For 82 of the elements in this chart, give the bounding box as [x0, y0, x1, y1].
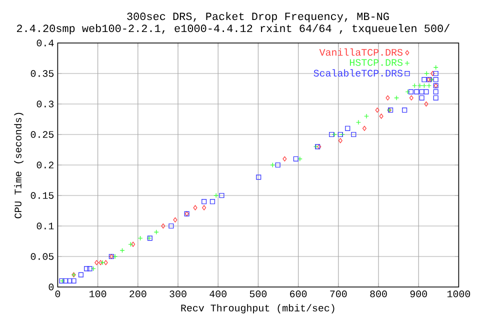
point	[419, 95, 424, 100]
point	[424, 101, 428, 107]
point	[433, 95, 438, 100]
x-tick-label: 0	[55, 290, 60, 298]
point	[379, 114, 384, 119]
point	[375, 108, 380, 113]
point	[275, 162, 280, 168]
x-tick-label: 800	[370, 290, 387, 298]
point	[193, 205, 198, 210]
chart-subtitle: 2.4.20smp web100-2.2.1, e1000-4.4.12 rxint 64/64 , txqueuelen 500/	[16, 24, 450, 34]
point	[329, 132, 334, 138]
point	[430, 70, 435, 76]
point	[293, 156, 298, 162]
point	[422, 77, 427, 82]
point	[433, 70, 438, 76]
point	[214, 192, 219, 198]
x-axis-title: Recv Throughput (mbit/sec)	[181, 304, 334, 314]
y-tick-label: 0.2	[36, 162, 54, 168]
legend-label: VanillaTCP.DRS	[319, 48, 402, 56]
point	[112, 254, 118, 260]
legend-label: ScalableTCP.DRS	[314, 69, 402, 77]
point	[168, 223, 174, 229]
point	[433, 64, 438, 70]
x-tick-label: 1000	[447, 290, 470, 298]
point	[202, 205, 206, 210]
point	[412, 83, 418, 88]
x-tick-label: 400	[210, 290, 226, 298]
x-tick-label: 100	[90, 290, 106, 298]
point	[282, 156, 287, 162]
y-tick-label: 0.15	[30, 192, 54, 199]
point	[414, 89, 420, 94]
point	[104, 260, 108, 266]
y-tick-label: 0.4	[36, 40, 54, 46]
point	[78, 272, 84, 278]
y-tick-label: 0	[48, 284, 54, 290]
point	[386, 95, 390, 100]
point	[210, 199, 216, 204]
y-tick-label: 0.3	[36, 100, 54, 108]
x-tick-label: 200	[130, 290, 146, 298]
x-tick-label: 500	[250, 290, 267, 298]
point	[345, 126, 350, 131]
point	[98, 260, 103, 266]
legend-label: HSTCP.DRS	[350, 59, 402, 66]
point	[297, 156, 302, 162]
point	[202, 199, 207, 204]
point	[84, 266, 90, 272]
point	[409, 95, 414, 100]
point	[94, 260, 99, 266]
point	[408, 89, 414, 94]
point	[356, 120, 361, 125]
point	[270, 162, 276, 168]
point	[173, 217, 178, 222]
y-tick-label: 0.25	[30, 131, 54, 138]
point	[131, 242, 136, 247]
point	[402, 108, 408, 113]
point	[219, 192, 224, 198]
point	[433, 77, 438, 82]
point	[424, 70, 430, 76]
point	[362, 126, 366, 131]
y-tick-label: 0.35	[30, 70, 54, 77]
x-tick-label: 700	[330, 290, 347, 298]
y-axis-title: CPU Time (seconds)	[14, 112, 24, 218]
point	[87, 266, 92, 272]
x-tick-label: 900	[410, 290, 427, 298]
point	[161, 223, 166, 229]
point	[394, 95, 400, 100]
point	[338, 138, 342, 144]
y-tick-label: 0.1	[36, 222, 54, 230]
point	[71, 278, 76, 284]
point	[63, 278, 68, 284]
point	[419, 89, 424, 94]
point	[433, 89, 438, 94]
point	[67, 278, 72, 284]
chart-title: 300sec DRS, Packet Drop Frequency, MB-NG	[127, 12, 389, 22]
y-tick-label: 0.05	[30, 253, 54, 260]
point	[364, 114, 370, 119]
point	[426, 83, 432, 88]
x-tick-label: 300	[170, 290, 186, 298]
point	[424, 89, 429, 94]
point	[351, 132, 356, 138]
x-tick-label: 600	[290, 290, 307, 298]
point	[256, 174, 262, 180]
